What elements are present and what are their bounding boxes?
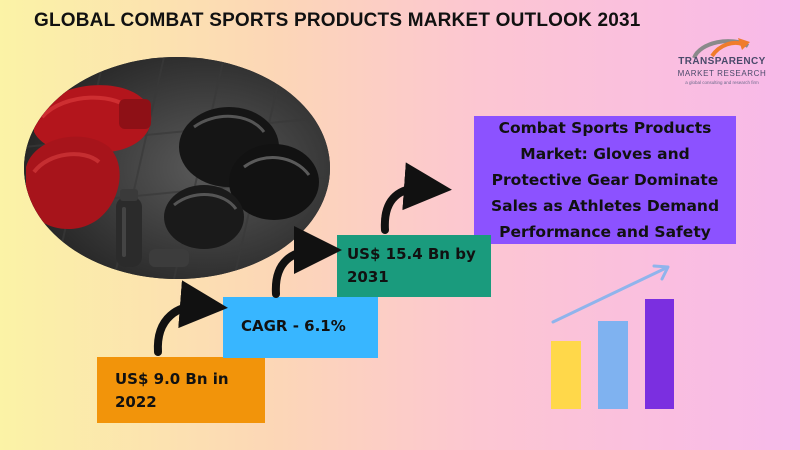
boxing-gloves-photo [24, 57, 330, 279]
step-market-2022-label: US$ 9.0 Bn in 2022 [115, 370, 229, 411]
transparency-market-research-logo: TRANSPARENCY MARKET RESEARCH a global co… [672, 36, 772, 96]
logo-line1: TRANSPARENCY [678, 56, 766, 67]
step-market-2031-label: US$ 15.4 Bn by 2031 [347, 245, 476, 286]
growth-bar-1 [551, 341, 581, 409]
bar-chart-growth-icon [551, 264, 674, 409]
curved-arrow-icon-1 [153, 280, 228, 356]
step-cagr-label: CAGR - 6.1% [241, 317, 346, 335]
logo-swoosh-icon [692, 38, 750, 59]
step-market-2031: US$ 15.4 Bn by 2031 [337, 235, 491, 297]
headline-box: Combat Sports Products Market: Gloves an… [474, 116, 736, 244]
growth-trend-arrowhead [652, 264, 670, 281]
logo-line2: MARKET RESEARCH [677, 69, 767, 78]
page-title: GLOBAL COMBAT SPORTS PRODUCTS MARKET OUT… [34, 10, 641, 31]
step-market-2022: US$ 9.0 Bn in 2022 [97, 357, 265, 423]
step-cagr: CAGR - 6.1% [223, 297, 378, 358]
curved-arrow-icon-3 [380, 162, 452, 234]
boxing-gloves-illustration [24, 57, 330, 279]
curved-arrow-icon-2 [271, 226, 342, 298]
growth-trend-arrow [551, 266, 668, 324]
headline-text: Combat Sports Products Market: Gloves an… [490, 119, 720, 241]
growth-bar-3 [645, 299, 674, 409]
logo-tagline: a global consulting and research firm [685, 80, 759, 85]
growth-bar-2 [598, 321, 628, 409]
